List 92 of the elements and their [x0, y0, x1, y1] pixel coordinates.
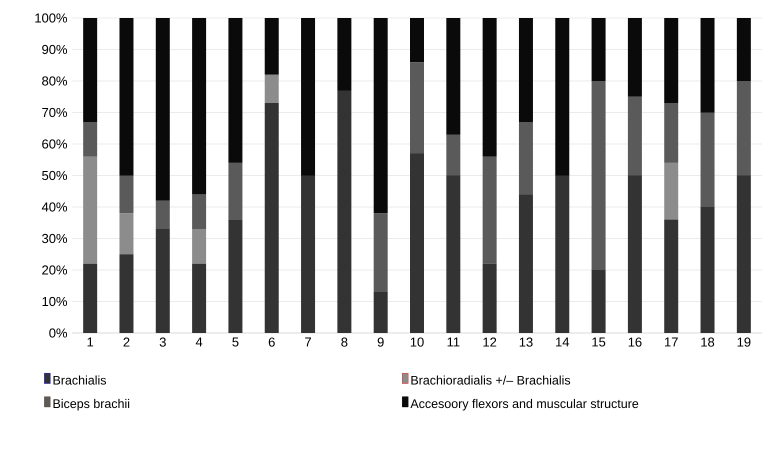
x-tick-label: 10	[410, 338, 424, 347]
bar	[410, 62, 424, 154]
bar	[555, 175, 570, 333]
bar	[192, 18, 206, 194]
x-tick-label: 7	[305, 338, 311, 346]
x-tick-label: 19	[738, 338, 750, 347]
bar	[736, 18, 751, 81]
bar	[736, 175, 751, 333]
bar	[664, 103, 678, 163]
bar	[482, 18, 497, 157]
bar	[555, 18, 570, 176]
bar	[700, 112, 715, 207]
bar	[592, 18, 606, 81]
y-tick-label: 40%	[42, 202, 68, 212]
bar	[83, 264, 98, 333]
bar	[518, 122, 533, 194]
bar	[410, 153, 424, 333]
x-tick-label: 13	[520, 338, 533, 347]
x-tick-label: 2	[124, 338, 130, 347]
bar	[446, 134, 460, 176]
bar	[228, 162, 242, 220]
bar	[83, 156, 98, 264]
bar	[337, 90, 352, 333]
y-tick-label: 20%	[42, 265, 68, 275]
x-tick-label: 18	[701, 338, 714, 347]
bar	[446, 18, 460, 135]
y-tick-label: 100%	[35, 13, 68, 23]
bar	[374, 292, 388, 333]
bar	[700, 18, 715, 112]
bar	[592, 80, 606, 270]
bar	[119, 213, 134, 254]
legend-label: Brachialis	[54, 375, 106, 385]
x-tick-label: 1	[88, 338, 94, 346]
x-tick-label: 4	[196, 338, 202, 346]
x-tick-label: 14	[556, 338, 570, 346]
bar	[264, 74, 279, 104]
bar	[664, 162, 678, 220]
y-tick-label: 90%	[42, 44, 68, 54]
bar	[337, 18, 352, 90]
bar	[374, 213, 388, 292]
bar	[156, 229, 170, 333]
bar	[700, 206, 715, 333]
bar	[83, 122, 98, 157]
bar	[156, 18, 170, 201]
x-tick-label: 9	[378, 338, 384, 347]
y-tick-label: 60%	[42, 139, 68, 149]
legend-label: Brachioradialis +/– Brachialis	[411, 375, 570, 385]
bar	[228, 18, 242, 163]
y-tick-label: 10%	[42, 296, 68, 306]
x-tick-label: 15	[592, 338, 606, 347]
y-tick-label: 30%	[42, 234, 68, 244]
bar	[156, 200, 170, 230]
bar	[264, 103, 279, 333]
bar	[228, 220, 242, 333]
bar	[664, 18, 678, 104]
bar	[482, 156, 497, 264]
bar	[592, 270, 606, 333]
bar	[518, 194, 533, 333]
bar	[628, 175, 642, 333]
bar	[410, 18, 424, 62]
bar	[192, 264, 206, 333]
bar	[192, 194, 206, 230]
x-tick-label: 6	[268, 338, 275, 347]
x-tick-label: 12	[483, 338, 496, 347]
bar	[446, 175, 460, 333]
x-tick-label: 5	[232, 338, 238, 347]
y-tick-label: 70%	[42, 108, 68, 118]
bar	[518, 18, 533, 122]
legend-label: Biceps brachii	[54, 398, 130, 411]
x-tick-label: 16	[628, 338, 642, 347]
bar	[301, 175, 316, 333]
y-tick-label: 80%	[42, 76, 68, 86]
bar	[628, 96, 642, 176]
x-tick-label: 3	[160, 338, 166, 347]
bar	[664, 220, 678, 333]
x-tick-label: 8	[341, 338, 348, 347]
bar	[374, 18, 388, 214]
bar	[192, 229, 206, 264]
y-tick-label: 0%	[49, 328, 68, 338]
bar	[83, 18, 98, 122]
bar	[119, 18, 134, 176]
x-tick-label: 17	[665, 338, 678, 346]
bar	[264, 18, 279, 75]
bar	[628, 18, 642, 97]
y-tick-label: 50%	[42, 170, 68, 180]
legend-label: Accesoory flexors and muscular structure	[410, 398, 638, 411]
bar	[482, 264, 497, 333]
x-tick-label: 11	[448, 338, 460, 346]
bar	[736, 80, 751, 176]
bar	[301, 18, 316, 176]
bar	[119, 254, 134, 333]
bar	[119, 175, 134, 214]
